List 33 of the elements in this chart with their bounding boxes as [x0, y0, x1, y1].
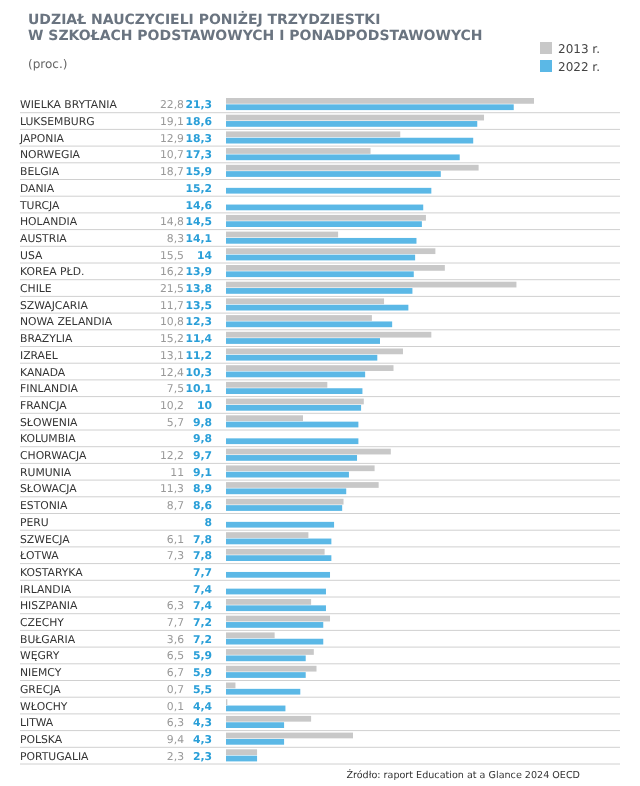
bar	[226, 688, 301, 695]
bar	[226, 104, 514, 111]
bar	[226, 237, 417, 244]
bar	[226, 98, 534, 104]
bar	[226, 722, 285, 728]
bar	[226, 438, 359, 445]
bar	[226, 304, 409, 311]
bar	[226, 187, 432, 194]
bar	[226, 622, 324, 628]
bar	[226, 321, 393, 328]
bar	[226, 505, 343, 511]
bar	[226, 672, 306, 678]
bar	[226, 555, 332, 561]
bar	[226, 605, 326, 612]
bar	[226, 354, 378, 361]
bar	[226, 221, 422, 227]
bar	[226, 388, 363, 394]
bar	[226, 121, 478, 127]
bar	[226, 338, 380, 344]
bar	[226, 404, 362, 411]
bar	[226, 171, 441, 177]
bar	[226, 288, 413, 294]
bar	[226, 638, 324, 645]
bar	[226, 655, 306, 662]
bar	[226, 571, 331, 578]
bar	[226, 455, 358, 461]
bar	[226, 738, 285, 745]
bar	[226, 154, 460, 161]
bar	[226, 137, 474, 144]
bar	[226, 471, 349, 478]
bar	[226, 488, 347, 495]
bar	[226, 271, 414, 278]
bar	[226, 521, 335, 528]
